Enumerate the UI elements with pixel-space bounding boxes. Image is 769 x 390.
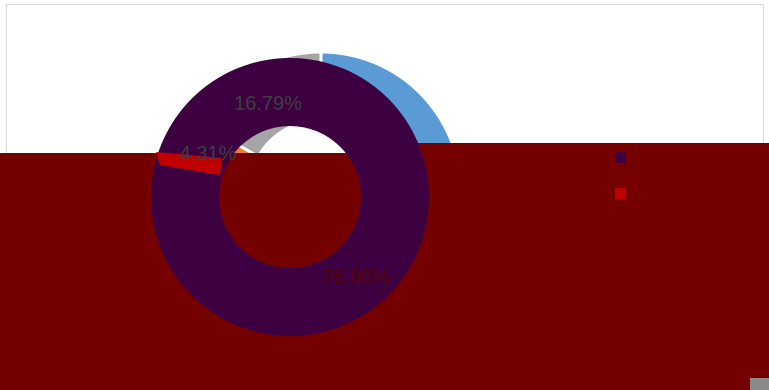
overlay-ring bbox=[150, 57, 429, 337]
legend-swatch-1 bbox=[615, 188, 626, 199]
overlay-wedge bbox=[156, 152, 222, 175]
data-label-0: 16.79% bbox=[234, 93, 302, 115]
data-label-1: 4.31% bbox=[180, 143, 237, 165]
data-label-2: 78.90% bbox=[322, 267, 390, 289]
resize-corner[interactable] bbox=[750, 378, 769, 390]
legend-swatch-0 bbox=[615, 152, 626, 163]
